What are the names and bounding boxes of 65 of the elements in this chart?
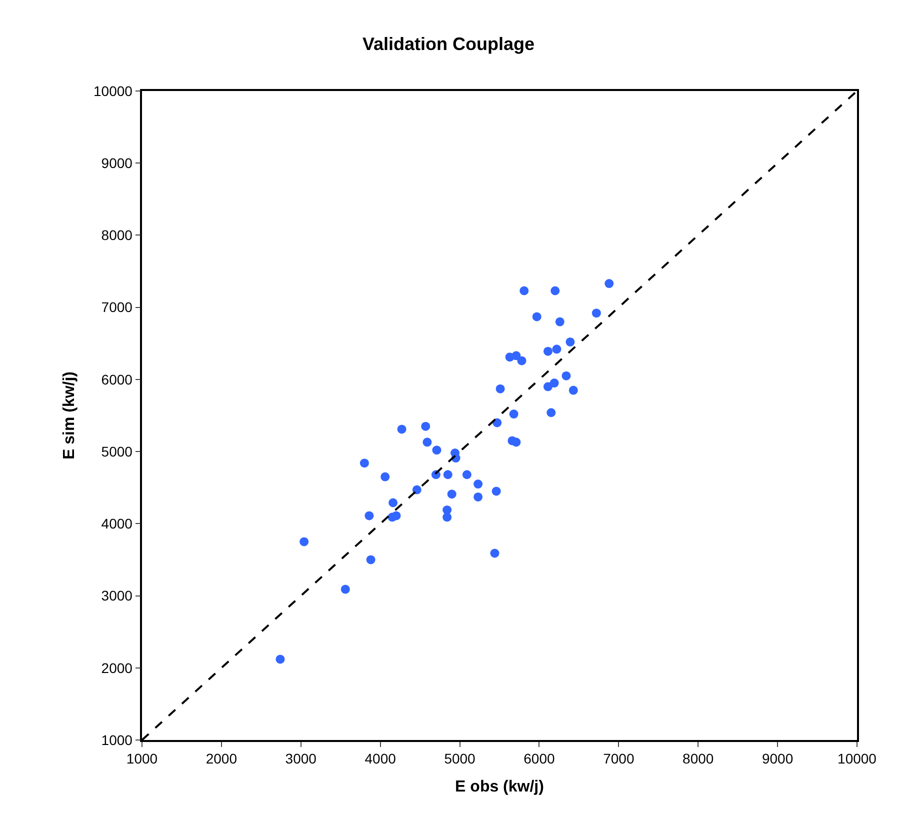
y-axis-title: E sim (kw/j) [60,371,78,460]
y-tick-label: 7000 [101,299,133,316]
point [546,408,556,418]
point [492,418,502,428]
point [496,384,505,394]
x-tick-label: 9000 [762,750,794,767]
point [492,486,501,496]
point [366,555,376,564]
point [364,511,374,520]
point [517,356,526,366]
point [421,422,430,431]
y-tick-label: 3000 [101,588,133,604]
point [397,424,406,434]
point [490,548,500,558]
point [520,286,529,296]
point [388,498,398,508]
x-tick-label: 5000 [444,750,476,767]
y-tick-label: 5000 [101,443,133,460]
point [412,485,422,494]
y-tick-label: 1000 [101,732,133,748]
point [432,446,442,455]
y-tick-label: 10000 [94,82,133,99]
point [380,472,390,482]
x-axis-title: E obs (kw/j) [455,778,544,796]
point [300,537,309,546]
x-tick-label: 4000 [364,750,396,767]
point [592,308,601,318]
x-tick-label: 7000 [603,750,634,767]
point [532,312,542,322]
point [462,470,472,480]
x-tick-label: 2000 [206,750,238,767]
point [543,382,552,392]
point [566,337,575,346]
point [555,317,564,326]
point [340,584,350,594]
point [543,346,552,356]
chart-title: Validation Couplage [362,34,535,54]
point [442,512,452,522]
point [474,492,483,502]
point [512,438,521,447]
point [447,490,456,499]
y-tick-label: 8000 [101,227,133,244]
y-tick-label: 9000 [101,155,133,172]
point [604,279,614,288]
y-tick-label: 4000 [101,516,133,532]
point [422,438,432,447]
y-tick-label: 2000 [101,660,133,676]
y-tick-label: 6000 [101,371,133,388]
x-tick-label: 1000 [126,750,158,767]
point [392,511,401,520]
point [443,470,452,480]
point [360,458,369,468]
x-tick-label: 8000 [682,750,714,767]
x-tick-label: 6000 [524,750,555,767]
point [568,386,578,395]
point [562,371,571,380]
point [550,378,559,388]
point [552,344,562,354]
point [550,286,560,296]
point [512,351,521,360]
x-tick-label: 10000 [838,750,877,767]
x-tick-label: 3000 [285,750,317,767]
point [509,410,518,419]
point [276,654,285,664]
point [474,480,483,489]
